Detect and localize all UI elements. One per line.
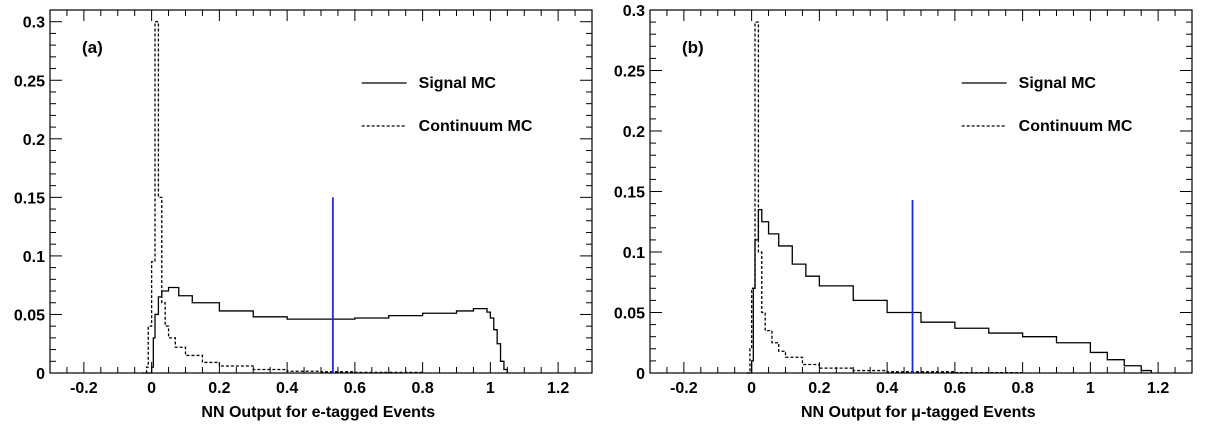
chart-panel-b: -0.2 0 0.2 0.4 0.6 0.8 1 1.2 0 0.05 0.1 0.15 0.2 0.25… <box>614 3 1193 421</box>
y-tick-label: 0 <box>636 366 645 383</box>
x-tick-label: 1.2 <box>1147 380 1169 397</box>
legend-entry: Continuum MC <box>1019 118 1133 135</box>
series-signal-line <box>748 209 1152 374</box>
x-tick-label: 0.4 <box>276 380 298 397</box>
y-tick-label: 0.3 <box>623 3 645 20</box>
x-tick-label: 0.2 <box>208 380 230 397</box>
y-tick-label: 0.1 <box>23 249 45 266</box>
y-tick-label: 0.25 <box>14 73 45 90</box>
x-tick-label: 0 <box>747 380 756 397</box>
y-tick-label: 0.2 <box>23 132 45 149</box>
x-tick-label: -0.2 <box>70 380 98 397</box>
x-tick-label: 1 <box>1086 380 1095 397</box>
y-tick-label: 0.25 <box>614 64 645 81</box>
y-tick-label: 0 <box>36 366 45 383</box>
x-tick-label: 0.4 <box>876 380 898 397</box>
chart-panel-a: -0.2 0 0.2 0.4 0.6 0.8 1 1.2 0 0.05 0.1 0.15 0.2 0.25… <box>14 9 593 421</box>
x-axis-label: NN Output for μ-tagged Events <box>801 404 1036 421</box>
y-tick-label: 0.05 <box>14 307 45 324</box>
legend-entry: Continuum MC <box>419 118 533 135</box>
x-axis-label: NN Output for e-tagged Events <box>201 404 435 421</box>
x-tick-label: 0.6 <box>944 380 966 397</box>
x-tick-label: 0.2 <box>808 380 830 397</box>
series-continuum-line <box>141 21 424 374</box>
panel-label: (a) <box>82 38 103 57</box>
y-tick-label: 0.15 <box>614 185 645 202</box>
series-continuum-line <box>746 21 1024 374</box>
y-tick-label: 0.15 <box>14 190 45 207</box>
x-tick-label: 1 <box>486 380 495 397</box>
y-tick-label: 0.05 <box>614 306 645 323</box>
x-tick-label: 1.2 <box>547 380 569 397</box>
panel-label: (b) <box>682 38 704 57</box>
legend-entry: Signal MC <box>419 75 497 92</box>
x-tick-label: -0.2 <box>670 380 698 397</box>
x-tick-label: 0.8 <box>1012 380 1034 397</box>
legend-entry: Signal MC <box>1019 75 1097 92</box>
x-tick-label: 0.8 <box>412 380 434 397</box>
y-tick-label: 0.2 <box>623 124 645 141</box>
x-tick-label: 0.6 <box>344 380 366 397</box>
y-tick-label: 0.3 <box>23 15 45 32</box>
y-tick-label: 0.1 <box>623 245 645 262</box>
x-tick-label: 0 <box>147 380 156 397</box>
series-signal-line <box>144 286 508 374</box>
